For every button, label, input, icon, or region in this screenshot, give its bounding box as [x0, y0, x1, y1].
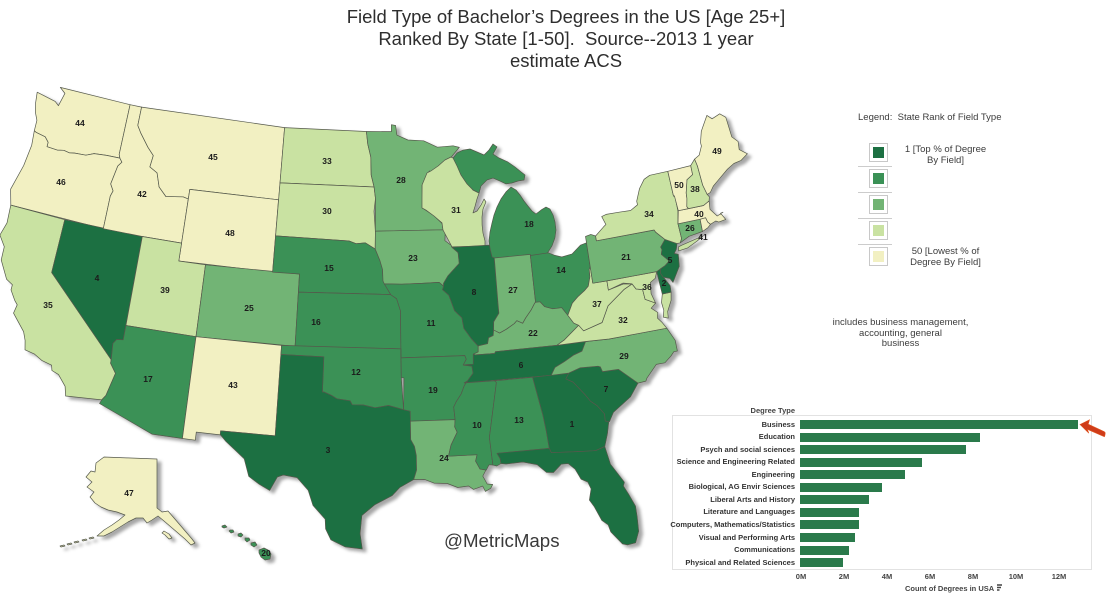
svg-text:25: 25	[244, 303, 254, 313]
svg-text:21: 21	[621, 252, 631, 262]
svg-text:44: 44	[75, 118, 85, 128]
svg-text:14: 14	[556, 265, 566, 275]
svg-text:48: 48	[225, 228, 235, 238]
svg-text:17: 17	[143, 374, 153, 384]
svg-text:28: 28	[396, 175, 406, 185]
svg-text:43: 43	[228, 380, 238, 390]
svg-text:26: 26	[685, 223, 695, 233]
svg-text:2: 2	[662, 278, 667, 288]
svg-text:37: 37	[592, 299, 602, 309]
svg-text:10: 10	[472, 420, 482, 430]
svg-text:15: 15	[324, 263, 334, 273]
svg-text:36: 36	[642, 282, 652, 292]
svg-text:19: 19	[428, 385, 438, 395]
svg-text:45: 45	[208, 152, 218, 162]
svg-text:13: 13	[514, 415, 524, 425]
svg-text:24: 24	[439, 453, 449, 463]
svg-text:12: 12	[351, 367, 361, 377]
svg-text:32: 32	[618, 315, 628, 325]
svg-text:50: 50	[674, 180, 684, 190]
svg-text:18: 18	[524, 219, 534, 229]
svg-text:42: 42	[137, 189, 147, 199]
svg-text:11: 11	[427, 318, 436, 328]
svg-text:46: 46	[56, 177, 66, 187]
svg-text:31: 31	[451, 205, 461, 215]
svg-text:30: 30	[322, 206, 332, 216]
svg-text:29: 29	[619, 351, 629, 361]
svg-text:41: 41	[698, 232, 708, 242]
svg-text:47: 47	[124, 488, 134, 498]
svg-text:3: 3	[326, 445, 331, 455]
svg-text:5: 5	[668, 255, 673, 265]
svg-text:27: 27	[508, 285, 518, 295]
svg-text:34: 34	[644, 209, 654, 219]
svg-text:20: 20	[261, 548, 271, 558]
svg-text:39: 39	[160, 285, 170, 295]
svg-text:1: 1	[570, 419, 575, 429]
svg-text:4: 4	[95, 273, 100, 283]
svg-text:23: 23	[408, 253, 418, 263]
svg-text:38: 38	[690, 184, 700, 194]
svg-text:16: 16	[311, 317, 321, 327]
svg-text:22: 22	[528, 328, 538, 338]
svg-text:7: 7	[604, 384, 609, 394]
svg-text:8: 8	[472, 287, 477, 297]
svg-text:40: 40	[694, 209, 704, 219]
svg-text:35: 35	[43, 300, 53, 310]
svg-text:33: 33	[322, 156, 332, 166]
svg-text:49: 49	[712, 146, 722, 156]
svg-text:6: 6	[519, 360, 524, 370]
